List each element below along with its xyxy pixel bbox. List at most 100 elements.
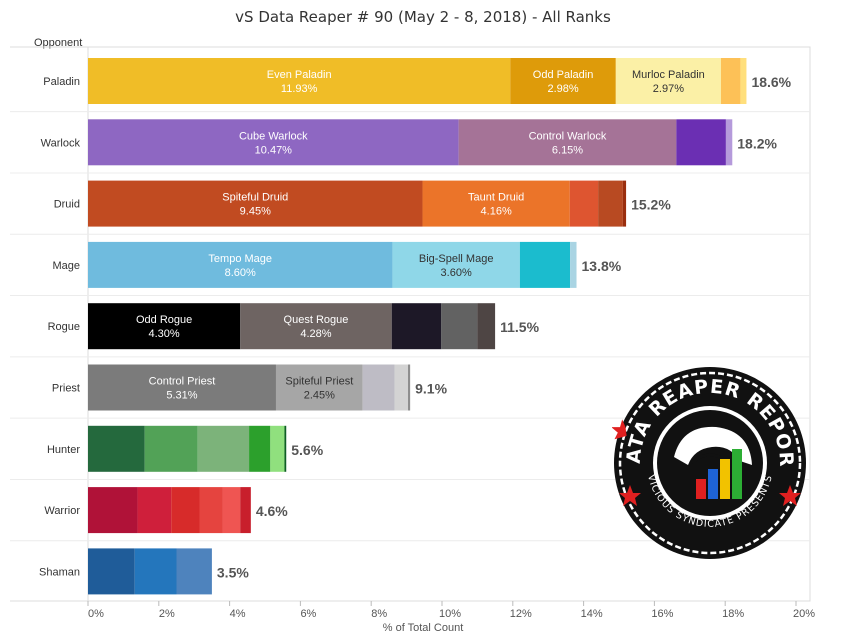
row-label-druid: Druid — [54, 199, 80, 211]
bar-segment-hunter-other[interactable] — [270, 425, 285, 472]
bar-segment-warlock-other[interactable] — [676, 119, 726, 166]
row-total-label: 18.6% — [751, 74, 791, 90]
row-label-mage: Mage — [52, 260, 80, 272]
bar-segment-rogue-other[interactable] — [441, 303, 478, 350]
bar-segment-spiteful-priest[interactable] — [275, 364, 363, 411]
segment-name-label: Big-Spell Mage — [419, 253, 494, 265]
x-tick-label: 10% — [439, 608, 461, 620]
bar-segment-warrior-other[interactable] — [222, 487, 241, 534]
bar-segment-mage-other[interactable] — [570, 241, 577, 288]
segment-name-label: Control Priest — [149, 376, 216, 388]
bar-segment-rogue-other[interactable] — [391, 303, 442, 350]
bar-segment-odd-paladin[interactable] — [510, 58, 616, 104]
row-label-priest: Priest — [52, 383, 80, 395]
segment-name-label: Odd Rogue — [136, 314, 192, 326]
data-reaper-report-logo: DATA REAPER REPORT VICIOUS SYNDICATE PRE… — [612, 365, 806, 559]
segment-value-label: 9.45% — [240, 206, 271, 218]
bar-segment-warrior-other[interactable] — [240, 487, 251, 534]
bar-segment-shaman-other[interactable] — [88, 548, 135, 595]
opponent-axis-label: Opponent — [34, 37, 83, 49]
bar-segment-warlock-other[interactable] — [725, 119, 733, 166]
bar-segment-control-warlock[interactable] — [458, 119, 677, 166]
segment-value-label: 11.93% — [281, 83, 318, 95]
bar-segment-shaman-other[interactable] — [134, 548, 177, 595]
x-tick-label: 14% — [581, 608, 603, 620]
segment-value-label: 2.97% — [653, 83, 684, 95]
segment-value-label: 3.60% — [441, 267, 472, 279]
segment-name-label: Cube Warlock — [239, 130, 308, 142]
bar-segment-druid-other[interactable] — [598, 180, 623, 227]
row-total-label: 9.1% — [415, 381, 447, 397]
bar-segment-hunter-other[interactable] — [284, 425, 287, 472]
bar-segment-warrior-other[interactable] — [199, 487, 223, 534]
segment-name-label: Spiteful Druid — [222, 192, 288, 204]
chart-title: vS Data Reaper # 90 (May 2 - 8, 2018) - … — [235, 8, 611, 26]
bar-segment-priest-other[interactable] — [408, 364, 411, 411]
segment-name-label: Murloc Paladin — [632, 69, 705, 81]
bar-segment-hunter-other[interactable] — [88, 425, 145, 472]
bar-segment-control-priest[interactable] — [88, 364, 276, 411]
segment-name-label: Tempo Mage — [208, 253, 272, 265]
bar-segment-druid-other[interactable] — [622, 180, 627, 227]
x-tick-label: 0% — [88, 608, 104, 620]
bar-segment-even-paladin[interactable] — [88, 58, 511, 104]
segment-name-label: Even Paladin — [267, 69, 332, 81]
bar-segment-priest-other[interactable] — [362, 364, 395, 411]
segment-value-label: 6.15% — [552, 144, 583, 156]
segment-name-label: Odd Paladin — [533, 69, 594, 81]
bar-segment-priest-other[interactable] — [394, 364, 409, 411]
x-tick-label: 18% — [722, 608, 744, 620]
bar-segment-paladin-other[interactable] — [740, 58, 747, 104]
bar-segment-spiteful-druid[interactable] — [88, 180, 423, 227]
segment-name-label: Quest Rogue — [284, 314, 349, 326]
x-tick-label: 16% — [651, 608, 673, 620]
star-right-icon — [779, 485, 801, 506]
segment-value-label: 4.28% — [300, 328, 331, 340]
segment-name-label: Taunt Druid — [468, 192, 524, 204]
bar-segment-odd-rogue[interactable] — [88, 303, 241, 350]
bar-graph-icon — [696, 449, 742, 499]
bar-segment-hunter-other[interactable] — [249, 425, 271, 472]
bar-segment-warrior-other[interactable] — [137, 487, 172, 534]
x-tick-label: 4% — [230, 608, 246, 620]
bar-segment-murloc-paladin[interactable] — [615, 58, 721, 104]
x-tick-label: 20% — [793, 608, 815, 620]
bar-segment-rogue-other[interactable] — [477, 303, 496, 350]
row-label-hunter: Hunter — [47, 444, 80, 456]
segment-value-label: 8.60% — [225, 267, 256, 279]
row-label-rogue: Rogue — [48, 321, 80, 333]
row-total-label: 4.6% — [256, 503, 288, 519]
bar-segment-warrior-other[interactable] — [171, 487, 200, 534]
row-total-label: 13.8% — [582, 258, 622, 274]
x-tick-label: 6% — [300, 608, 316, 620]
x-axis-label: % of Total Count — [382, 622, 464, 634]
bar-segment-hunter-other[interactable] — [144, 425, 198, 472]
bar-segment-paladin-other[interactable] — [720, 58, 741, 104]
bar-segment-quest-rogue[interactable] — [240, 303, 392, 350]
segment-name-label: Control Warlock — [529, 130, 607, 142]
bar-segment-tempo-mage[interactable] — [88, 241, 393, 288]
row-label-warrior: Warrior — [44, 505, 80, 517]
row-label-warlock: Warlock — [41, 137, 81, 149]
bar-segment-cube-warlock[interactable] — [88, 119, 459, 166]
segment-name-label: Spiteful Priest — [285, 376, 353, 388]
x-tick-label: 8% — [371, 608, 387, 620]
bar-segment-big-spell-mage[interactable] — [392, 241, 520, 288]
row-total-label: 5.6% — [291, 442, 323, 458]
segment-value-label: 4.16% — [481, 206, 512, 218]
bar-segment-shaman-other[interactable] — [176, 548, 212, 595]
bar-segment-hunter-other[interactable] — [197, 425, 250, 472]
row-label-shaman: Shaman — [39, 566, 80, 578]
bar-segment-warrior-other[interactable] — [88, 487, 138, 534]
star-left-icon — [619, 485, 641, 506]
reaper-hood-icon — [674, 426, 752, 465]
segment-value-label: 2.98% — [547, 83, 578, 95]
segment-value-label: 10.47% — [255, 144, 293, 156]
row-total-label: 11.5% — [500, 319, 539, 335]
bar-segment-druid-other[interactable] — [569, 180, 599, 227]
segment-value-label: 2.45% — [304, 390, 335, 402]
bar-segment-taunt-druid[interactable] — [422, 180, 570, 227]
row-total-label: 15.2% — [631, 197, 671, 213]
bar-segment-mage-other[interactable] — [519, 241, 571, 288]
